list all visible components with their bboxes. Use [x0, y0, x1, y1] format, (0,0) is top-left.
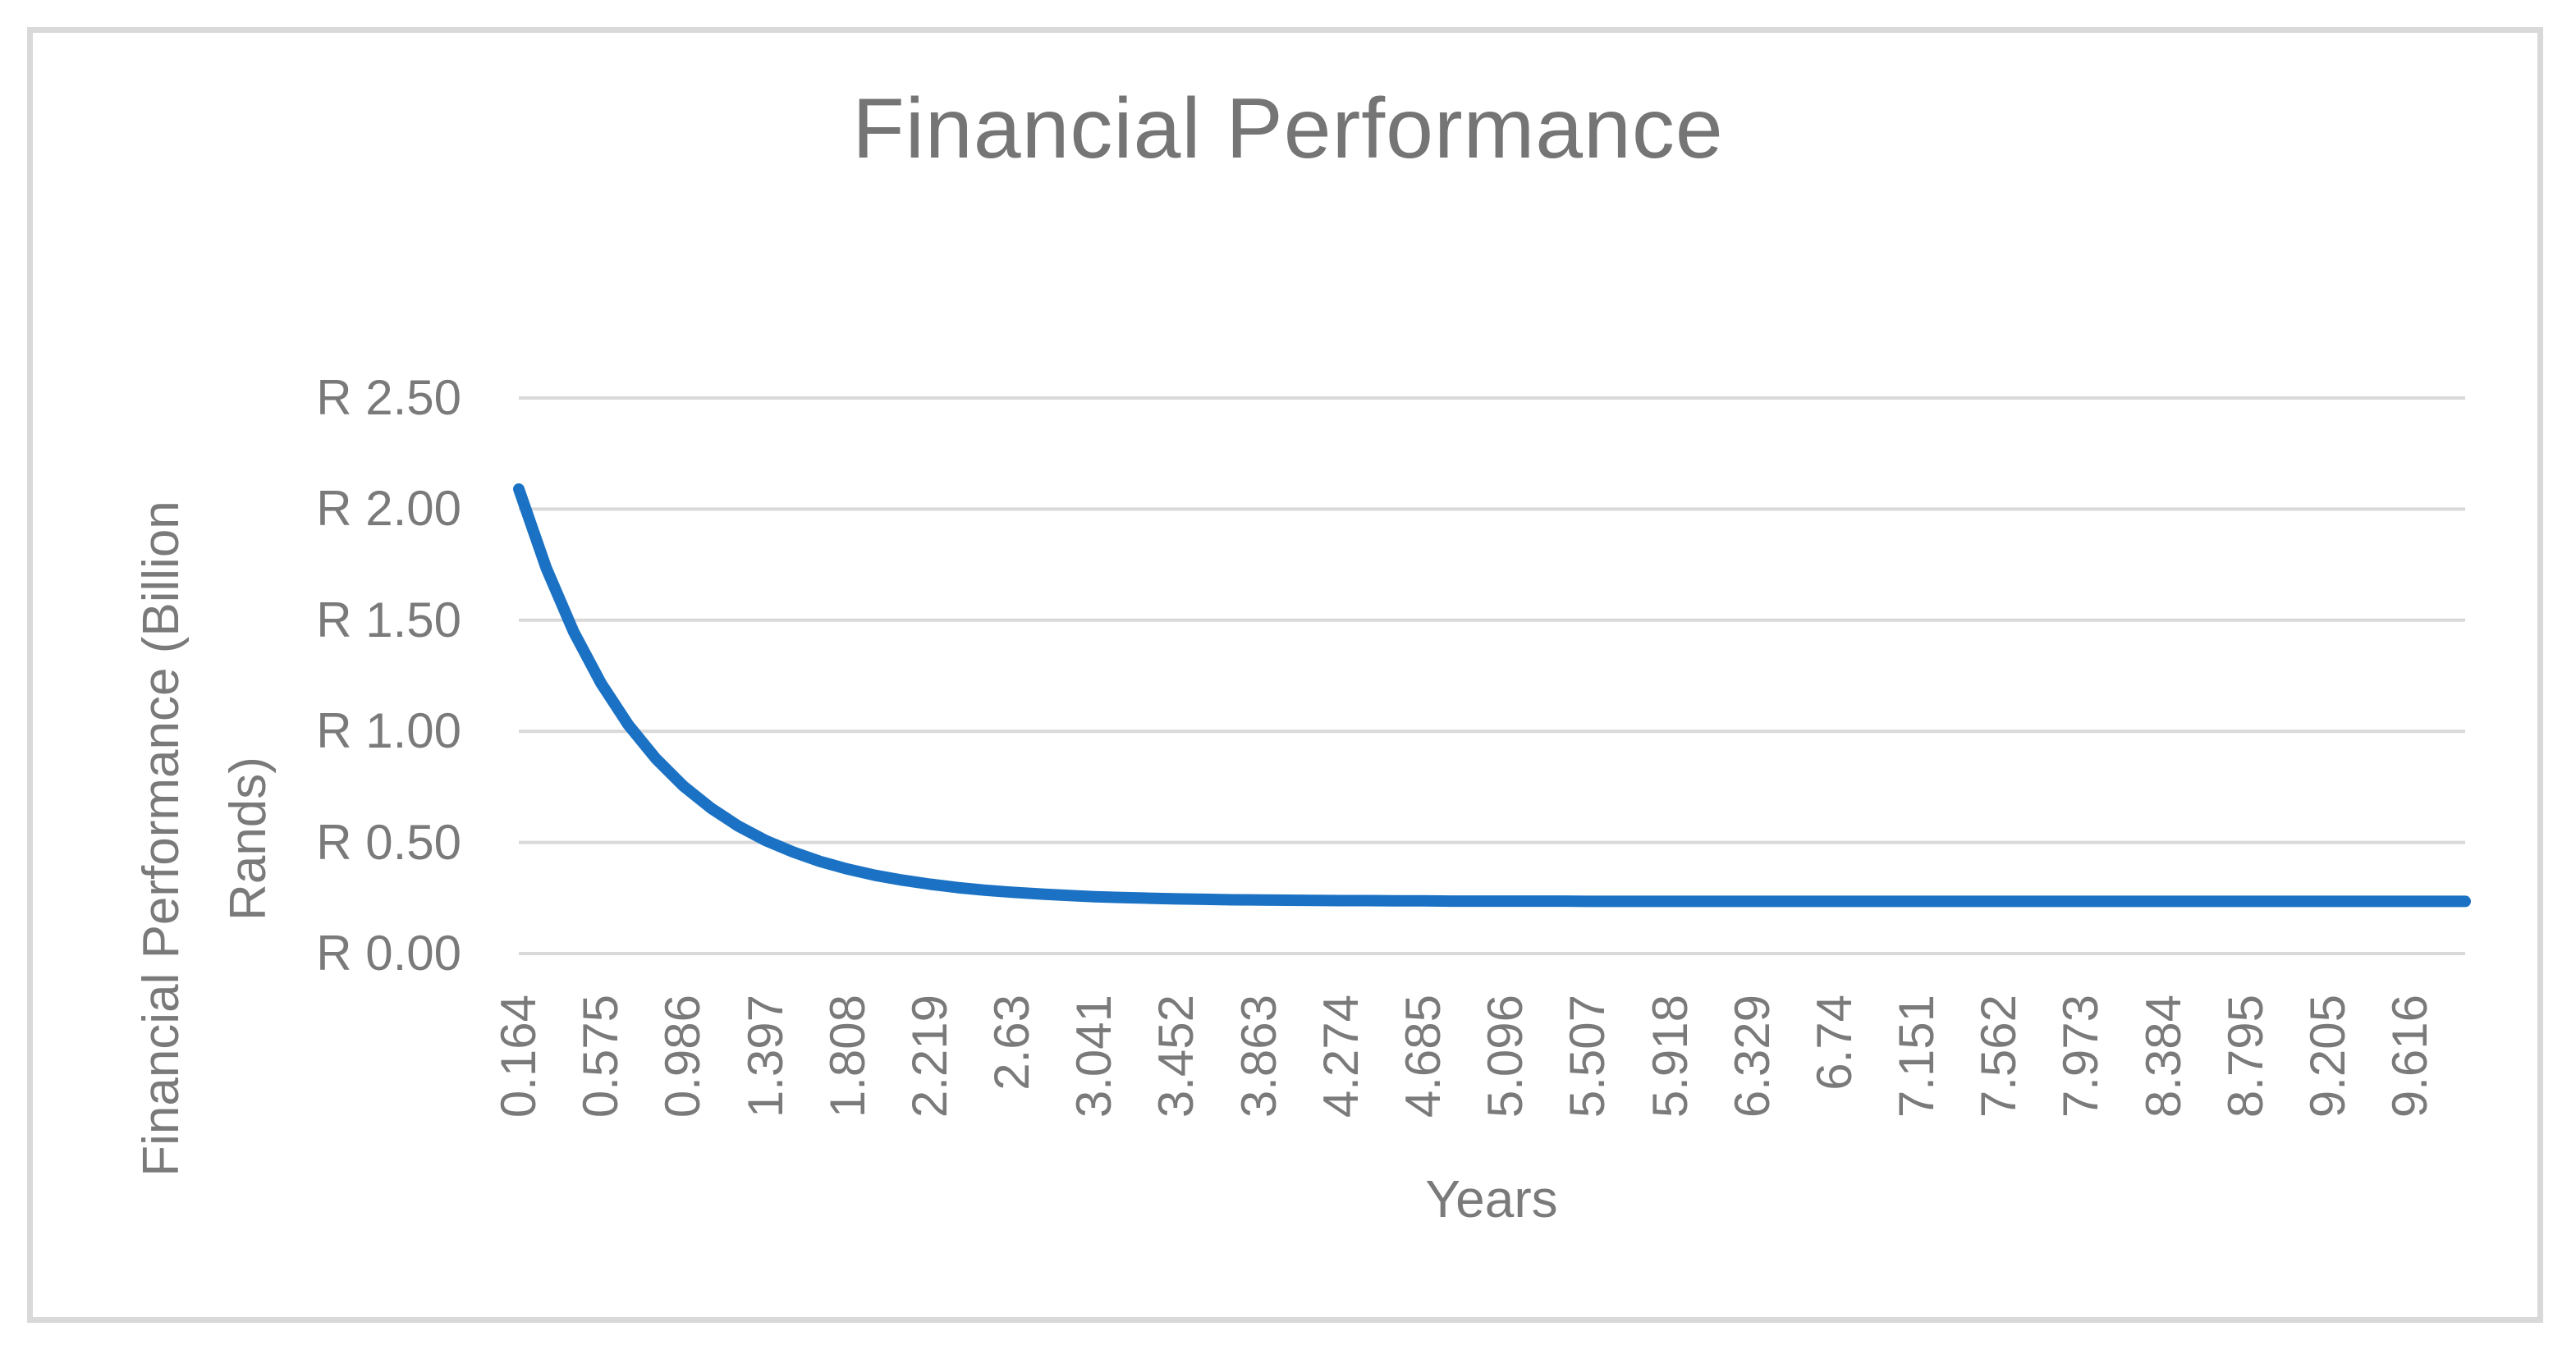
x-axis-title[interactable]: Years	[1425, 1169, 1558, 1228]
x-tick-label: 5.096	[1478, 995, 1533, 1118]
x-tick-label: 0.575	[573, 995, 628, 1118]
x-tick-label: 8.384	[2136, 995, 2191, 1118]
chart-area-frame[interactable]	[27, 27, 2543, 1323]
series-line[interactable]	[513, 483, 2471, 908]
x-tick-label: 4.274	[1313, 995, 1368, 1118]
y-tick-label: R 0.00	[316, 926, 461, 981]
x-tick-label: 1.808	[820, 995, 875, 1118]
y-tick-label: R 1.00	[316, 703, 461, 758]
x-tick-label: 2.219	[902, 995, 957, 1118]
x-tick-label: 7.151	[1889, 995, 1944, 1118]
x-tick-label: 6.329	[1725, 995, 1780, 1118]
x-tick-label: 6.74	[1807, 995, 1862, 1091]
chart-title[interactable]: Financial Performance	[852, 81, 1724, 176]
x-tick-label: 3.452	[1148, 995, 1203, 1118]
x-tick-label: 5.507	[1560, 995, 1615, 1118]
x-tick-label: 2.63	[984, 995, 1039, 1091]
x-tick-label: 9.616	[2382, 995, 2437, 1118]
x-tick-label: 1.397	[738, 995, 793, 1118]
x-tick-label: 3.041	[1066, 995, 1121, 1118]
x-tick-label: 0.986	[655, 995, 710, 1118]
x-tick-label: 7.562	[1971, 995, 2026, 1118]
y-tick-label: R 2.50	[316, 370, 461, 425]
x-tick-label: 7.973	[2053, 995, 2108, 1118]
y-tick-label: R 2.00	[316, 481, 461, 536]
x-tick-label: 0.164	[491, 995, 546, 1118]
x-tick-label: 5.918	[1643, 995, 1698, 1118]
x-tick-label: 3.863	[1231, 995, 1286, 1118]
x-tick-label: 9.205	[2300, 995, 2355, 1118]
x-tick-label: 8.795	[2218, 995, 2273, 1118]
y-tick-label: R 1.50	[316, 592, 461, 647]
y-tick-label: R 0.50	[316, 815, 461, 870]
x-tick-label: 4.685	[1396, 995, 1451, 1118]
gridlines	[519, 396, 2465, 955]
